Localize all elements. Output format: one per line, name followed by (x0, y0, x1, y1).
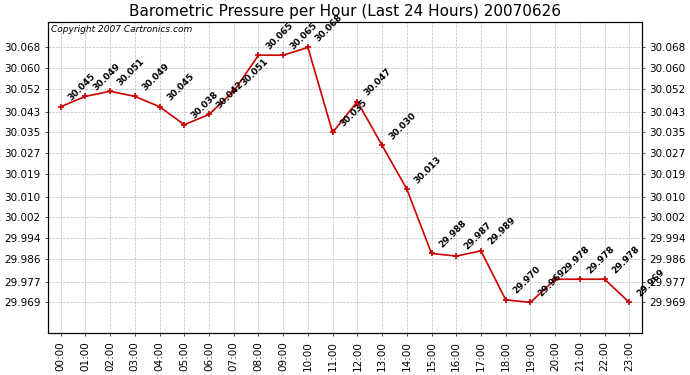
Text: 30.049: 30.049 (140, 62, 171, 92)
Text: 30.065: 30.065 (288, 20, 319, 51)
Text: 30.049: 30.049 (91, 62, 122, 92)
Text: 29.978: 29.978 (610, 244, 641, 275)
Text: 30.035: 30.035 (338, 98, 369, 128)
Text: 30.030: 30.030 (388, 111, 418, 141)
Text: 29.969: 29.969 (635, 267, 666, 298)
Text: 30.045: 30.045 (165, 72, 196, 102)
Text: 30.042: 30.042 (215, 80, 246, 110)
Text: 30.038: 30.038 (190, 90, 221, 121)
Text: 30.045: 30.045 (66, 72, 97, 102)
Text: 29.978: 29.978 (585, 244, 617, 275)
Text: 30.013: 30.013 (413, 154, 443, 185)
Text: 30.051: 30.051 (239, 56, 270, 87)
Text: 30.068: 30.068 (313, 13, 344, 43)
Text: 30.051: 30.051 (116, 56, 146, 87)
Text: 30.065: 30.065 (264, 20, 295, 51)
Title: Barometric Pressure per Hour (Last 24 Hours) 20070626: Barometric Pressure per Hour (Last 24 Ho… (129, 4, 561, 19)
Text: 29.989: 29.989 (486, 216, 518, 247)
Text: 29.969: 29.969 (536, 267, 567, 298)
Text: 29.978: 29.978 (561, 244, 592, 275)
Text: Copyright 2007 Cartronics.com: Copyright 2007 Cartronics.com (51, 25, 193, 34)
Text: 30.047: 30.047 (363, 66, 394, 98)
Text: 29.988: 29.988 (437, 218, 468, 249)
Text: 29.970: 29.970 (511, 265, 542, 296)
Text: 29.987: 29.987 (462, 221, 493, 252)
